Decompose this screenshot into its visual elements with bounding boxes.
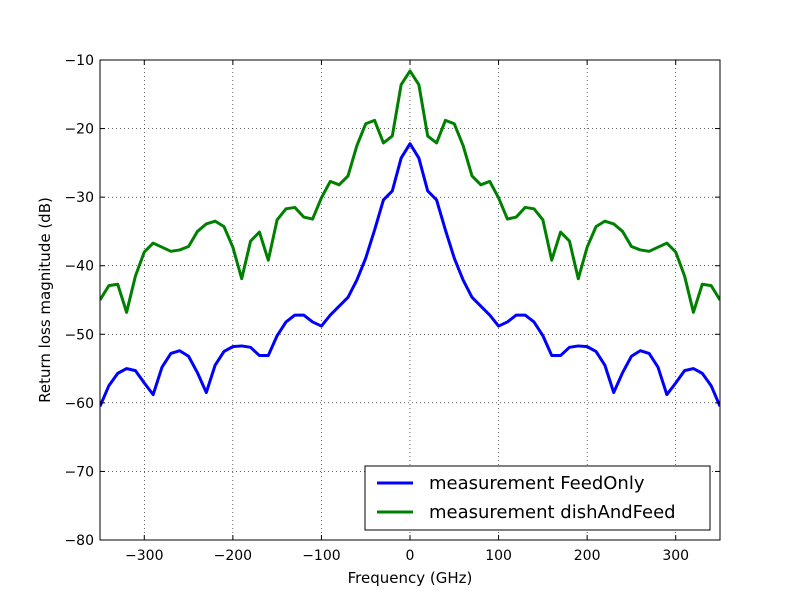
y-tick-label: −30 [64, 190, 94, 206]
y-tick-label: −40 [64, 259, 94, 275]
plot-frame [99, 59, 721, 541]
y-tick-label: −70 [64, 464, 94, 480]
legend-label-dishandfeed: measurement dishAndFeed [429, 502, 676, 523]
y-tick-label: −50 [64, 327, 94, 343]
x-tick-label: −300 [125, 548, 163, 564]
legend: measurement FeedOnly measurement dishAnd… [364, 465, 711, 531]
x-tick-label: 200 [574, 548, 601, 564]
series-line-feedonly [100, 142, 720, 407]
y-tick-label: −60 [64, 396, 94, 412]
x-tick-label: 100 [485, 548, 512, 564]
series-line-dishandfeed [100, 69, 720, 314]
x-tick-label: −200 [214, 548, 252, 564]
legend-label-feedonly: measurement FeedOnly [429, 473, 645, 494]
y-axis-label: Return loss magnitude (dB) [36, 197, 54, 403]
legend-box [364, 465, 711, 531]
x-tick-label: 300 [662, 548, 689, 564]
y-tick-label: −80 [64, 533, 94, 549]
x-axis-label: Frequency (GHz) [348, 569, 473, 587]
y-tick-label: −20 [64, 122, 94, 138]
x-tick-label: 0 [406, 548, 415, 564]
tick-labels: −300 −200 −100 0 100 200 300 −80 −70 −60 −50 −40 −30… [64, 53, 689, 564]
x-tick-label: −100 [302, 548, 340, 564]
y-tick-label: −10 [64, 53, 94, 69]
series-lines [100, 69, 720, 407]
